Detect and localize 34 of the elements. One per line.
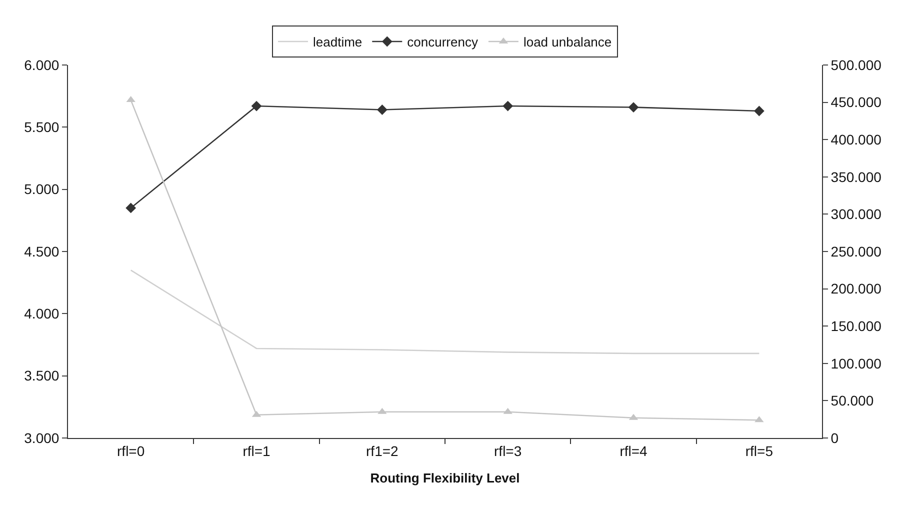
point	[502, 100, 514, 112]
point	[628, 102, 639, 112]
x-tick-label: rfl=3	[494, 442, 522, 459]
legend-label: concurrency	[407, 34, 478, 50]
x-tick-label: rfl=5	[745, 442, 774, 459]
y2-tick-label: 450.000	[830, 94, 882, 110]
y-tick-label: 5.500	[24, 119, 60, 136]
y2-tick-label: 0	[830, 430, 839, 446]
y-tick-label: 4.500	[24, 243, 60, 260]
y2-tick-label: 50.000	[830, 392, 874, 409]
y2-tick-label: 500.000	[830, 56, 882, 73]
x-tick-label: rfl=0	[117, 442, 145, 459]
y2-tick-label: 300.000	[830, 206, 882, 222]
y-tick-label: 6.000	[24, 56, 60, 73]
y2-tick-label: 200.000	[830, 280, 882, 297]
y2-tick-label: 400.000	[830, 132, 882, 148]
legend-label: load unbalance	[523, 34, 612, 50]
point	[251, 100, 262, 112]
y-tick-label: 3.000	[24, 430, 60, 446]
x-tick-label: rfl=1	[242, 442, 271, 459]
point	[376, 104, 388, 115]
point	[126, 202, 136, 214]
y2-tick-label: 100.000	[830, 355, 882, 372]
y2-tick-label: 150.000	[830, 318, 882, 334]
y2-tick-label: 250.000	[830, 243, 882, 260]
x-axis-title: Routing Flexibility Level	[370, 470, 520, 486]
y-tick-label: 3.500	[24, 368, 60, 384]
x-tick-label: rf1=2	[366, 442, 399, 459]
point	[754, 106, 764, 116]
y2-tick-label: 350.000	[830, 168, 882, 185]
y-tick-label: 5.000	[24, 181, 60, 198]
x-tick-label: rfl=4	[620, 442, 648, 459]
legend-label: leadtime	[313, 34, 362, 50]
y-tick-label: 4.000	[24, 306, 60, 322]
